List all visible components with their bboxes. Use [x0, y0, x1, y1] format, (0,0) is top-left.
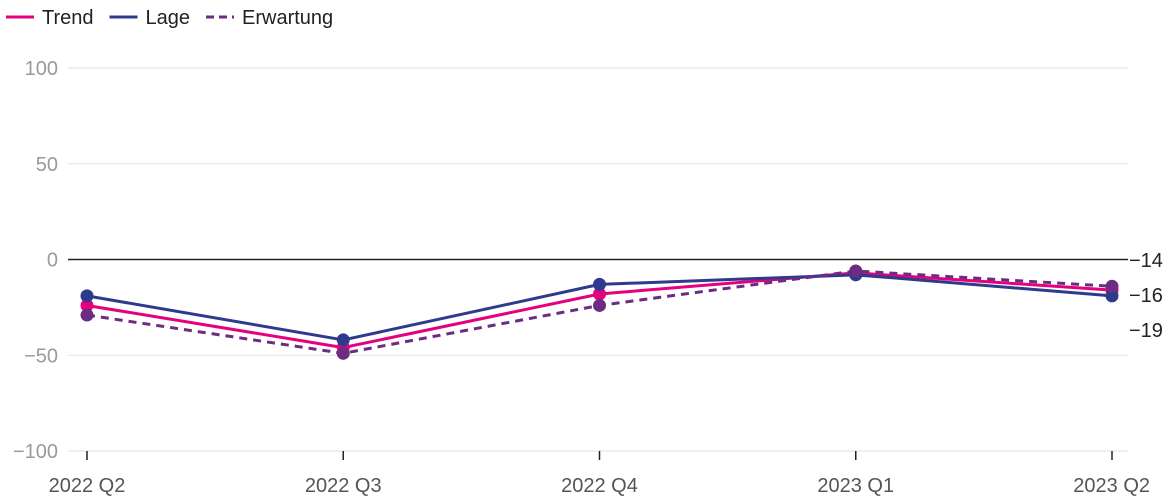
data-point-lage: [336, 333, 350, 347]
data-point-erwartung: [336, 346, 350, 360]
legend-label-erwartung: Erwartung: [242, 7, 333, 29]
x-tick-label: 2023 Q1: [817, 475, 894, 497]
data-point-erwartung: [593, 298, 606, 312]
end-labels: −14 −16 −19: [1129, 250, 1163, 342]
y-tick-label: 50: [36, 154, 58, 176]
y-tick-label: 100: [25, 58, 58, 80]
grid-lines: [68, 67, 1128, 452]
x-tick-label: 2022 Q2: [49, 475, 126, 497]
y-axis: 100 50 0 −50 −100: [13, 58, 58, 463]
x-tick-label: 2022 Q4: [561, 475, 638, 497]
end-value-label: −16: [1129, 285, 1163, 307]
data-point-lage: [80, 289, 94, 303]
legend-label-trend: Trend: [42, 7, 94, 29]
data-point-erwartung: [849, 264, 863, 278]
x-tick-label: 2023 Q2: [1073, 475, 1150, 497]
end-value-label: −19: [1129, 320, 1163, 342]
y-tick-label: −50: [24, 345, 58, 367]
end-value-label: −14: [1129, 250, 1163, 272]
legend: Trend Lage Erwartung: [6, 7, 333, 29]
y-tick-label: 0: [47, 250, 58, 272]
legend-label-lage: Lage: [146, 7, 191, 29]
data-point-erwartung: [1105, 279, 1119, 293]
x-axis: 2022 Q2 2022 Q3 2022 Q4 2023 Q1 2023 Q2: [49, 451, 1150, 497]
data-point-erwartung: [80, 308, 94, 322]
series-group: [80, 264, 1119, 360]
data-point-lage: [1105, 289, 1119, 303]
data-point-lage: [593, 277, 606, 291]
x-tick-label: 2022 Q3: [305, 475, 382, 497]
y-tick-label: −100: [13, 441, 58, 463]
data-point-trend: [80, 298, 94, 312]
data-point-trend: [593, 287, 606, 301]
